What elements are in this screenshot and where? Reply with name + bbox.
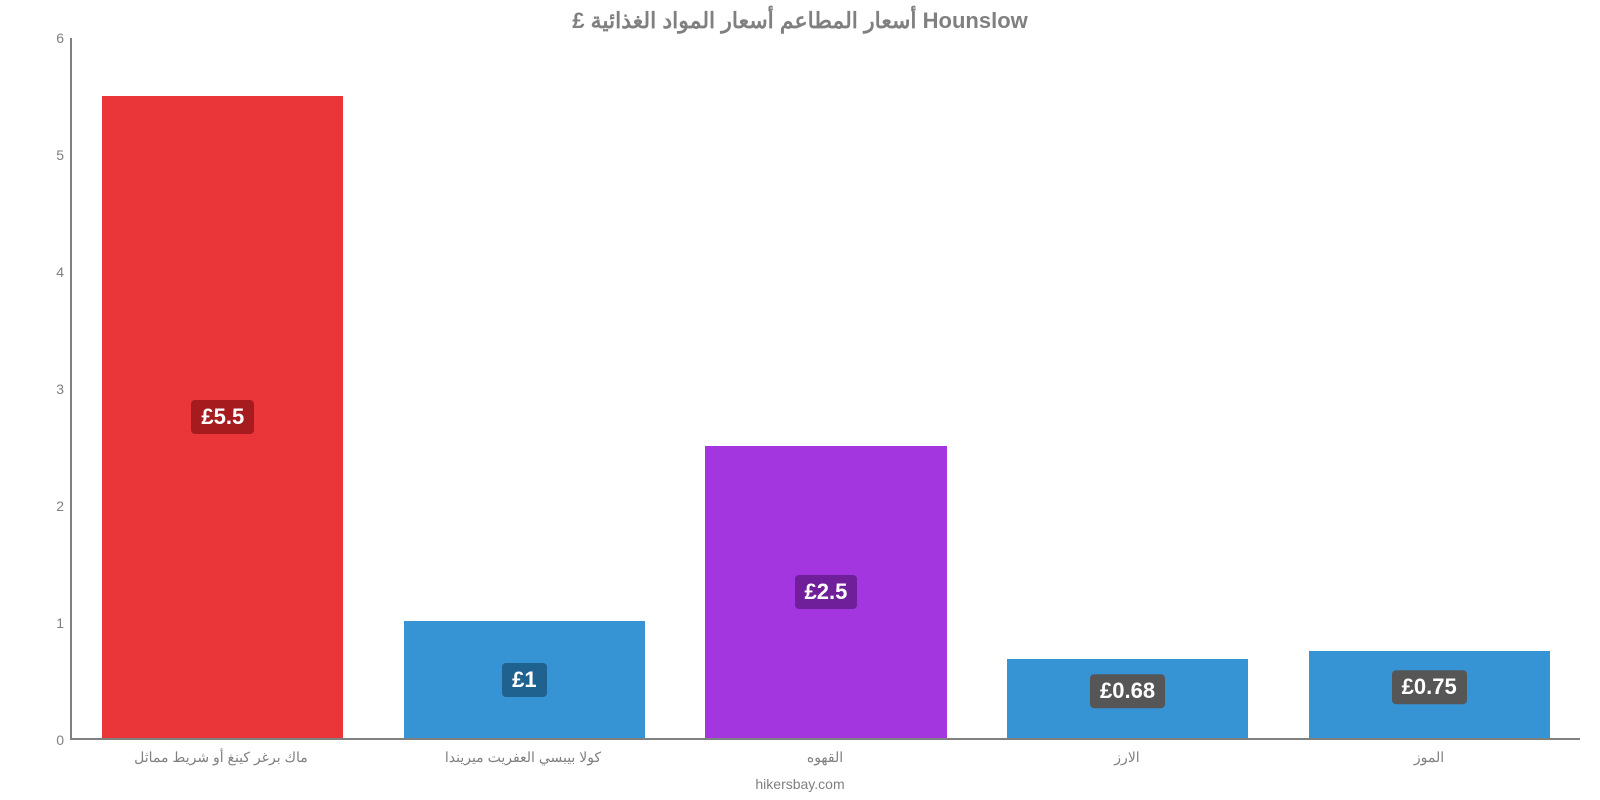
- bar-value-label: £2.5: [795, 575, 858, 609]
- x-axis-label: الارز: [976, 749, 1278, 766]
- bar: £0.75: [1309, 651, 1550, 739]
- y-tick: 0: [56, 732, 64, 748]
- chart-title: £ أسعار المطاعم أسعار المواد الغذائية Ho…: [0, 0, 1600, 38]
- chart-footer: hikersbay.com: [0, 776, 1600, 792]
- bar-slot: £1: [374, 38, 676, 738]
- x-axis-labels: ماك برغر كينغ أو شريط مماثلكولا بيبسي ال…: [70, 749, 1580, 766]
- bar-slot: £2.5: [675, 38, 977, 738]
- plot-area: £5.5 £1 £2.5 £0.68 £0.75: [70, 38, 1580, 740]
- bar-value-label: £0.68: [1090, 675, 1165, 709]
- x-axis-label: القهوه: [674, 749, 976, 766]
- y-tick: 3: [56, 381, 64, 397]
- y-tick: 1: [56, 615, 64, 631]
- bar: £1: [404, 621, 645, 738]
- chart-container: £ أسعار المطاعم أسعار المواد الغذائية Ho…: [0, 0, 1600, 800]
- bar-value-label: £5.5: [191, 400, 254, 434]
- y-tick: 2: [56, 498, 64, 514]
- x-axis-label: كولا بيبسي العفريت ميريندا: [372, 749, 674, 766]
- y-tick: 4: [56, 264, 64, 280]
- bars-container: £5.5 £1 £2.5 £0.68 £0.75: [72, 38, 1580, 738]
- bar: £5.5: [102, 96, 343, 738]
- bar-slot: £0.75: [1278, 38, 1580, 738]
- bar-slot: £5.5: [72, 38, 374, 738]
- bar: £0.68: [1007, 659, 1248, 738]
- bar-slot: £0.68: [977, 38, 1279, 738]
- y-tick: 6: [56, 30, 64, 46]
- x-axis-label: ماك برغر كينغ أو شريط مماثل: [70, 749, 372, 766]
- bar-value-label: £1: [502, 663, 546, 697]
- y-tick: 5: [56, 147, 64, 163]
- x-axis-label: الموز: [1278, 749, 1580, 766]
- bar-value-label: £0.75: [1392, 670, 1467, 704]
- plot-area-outer: 0123456 £5.5£1£2.5£0.68£0.75 ماك برغر كي…: [0, 38, 1600, 800]
- bar: £2.5: [705, 446, 946, 738]
- y-axis: 0123456: [40, 38, 70, 740]
